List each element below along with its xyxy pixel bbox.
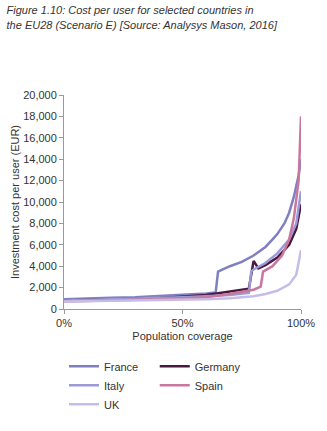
svg-text:14,000: 14,000 — [23, 153, 57, 165]
svg-text:18,000: 18,000 — [23, 110, 57, 122]
svg-text:50%: 50% — [171, 317, 193, 329]
svg-text:4,000: 4,000 — [29, 260, 57, 272]
svg-text:12,000: 12,000 — [23, 174, 57, 186]
svg-text:Italy: Italy — [104, 380, 125, 392]
svg-text:Figure 1.10: Cost per user for: Figure 1.10: Cost per user for selected … — [7, 4, 278, 30]
svg-text:0: 0 — [51, 303, 57, 315]
svg-text:Spain: Spain — [195, 380, 223, 392]
svg-text:100%: 100% — [287, 317, 315, 329]
svg-text:UK: UK — [104, 399, 120, 411]
svg-text:16,000: 16,000 — [23, 132, 57, 144]
svg-text:0%: 0% — [56, 317, 72, 329]
svg-text:2,000: 2,000 — [29, 281, 57, 293]
svg-text:France: France — [104, 361, 138, 373]
svg-text:20,000: 20,000 — [23, 89, 57, 101]
svg-text:10,000: 10,000 — [23, 196, 57, 208]
svg-text:8,000: 8,000 — [29, 217, 57, 229]
svg-text:Investment cost per user (EUR): Investment cost per user (EUR) — [9, 125, 21, 279]
svg-text:Germany: Germany — [195, 361, 241, 373]
svg-text:6,000: 6,000 — [29, 239, 57, 251]
svg-text:Population coverage: Population coverage — [132, 330, 232, 342]
